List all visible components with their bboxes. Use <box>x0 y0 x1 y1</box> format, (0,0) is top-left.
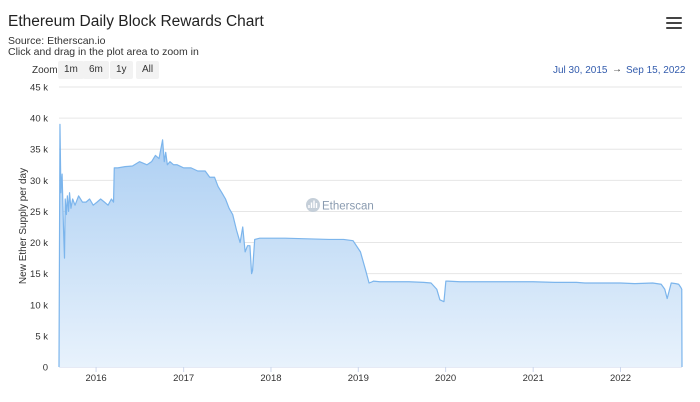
y-tick-label: 0 <box>43 363 48 374</box>
zoom-all-button[interactable]: All <box>136 61 160 79</box>
range-arrow: → <box>612 64 622 75</box>
menu-line <box>666 22 682 24</box>
x-tick-label: 2019 <box>348 373 369 384</box>
y-tick-label: 40 k <box>30 114 48 125</box>
series-group <box>58 123 683 368</box>
x-tick-label: 2018 <box>260 373 281 384</box>
y-tick-label: 35 k <box>30 145 48 156</box>
watermark-text: Etherscan <box>322 201 374 213</box>
zoom-1m-button[interactable]: 1m <box>58 61 84 79</box>
y-tick-label: 5 k <box>35 331 48 342</box>
x-tick-label: 2021 <box>523 373 544 384</box>
series-area-fill <box>59 124 682 367</box>
range-from-input[interactable]: Jul 30, 2015 <box>553 65 608 76</box>
y-axis-title: New Ether Supply per day <box>18 168 29 284</box>
zoom-hint: Click and drag in the plot area to zoom … <box>8 46 199 58</box>
y-axis-ticks: 0 5 k 10 k 15 k 20 k 25 k 30 k 35 k 40 k 45 k <box>30 83 48 374</box>
y-tick-label: 30 k <box>30 176 48 187</box>
series-line[interactable] <box>58 123 683 368</box>
y-tick-label: 25 k <box>30 207 48 218</box>
menu-line <box>666 27 682 29</box>
zoom-1y-button[interactable]: 1y <box>110 61 133 79</box>
y-tick-label: 45 k <box>30 83 48 94</box>
zoom-6m-button[interactable]: 6m <box>83 61 109 79</box>
range-to-input[interactable]: Sep 15, 2022 <box>626 65 686 76</box>
y-tick-label: 15 k <box>30 269 48 280</box>
watermark: Etherscan <box>306 198 374 213</box>
hamburger-menu-icon[interactable] <box>666 17 682 31</box>
x-tick-label: 2020 <box>435 373 456 384</box>
y-tick-label: 10 k <box>30 300 48 311</box>
chart-source: Source: Etherscan.io <box>8 35 106 47</box>
etherscan-logo-icon <box>306 198 320 212</box>
x-tick-label: 2022 <box>610 373 631 384</box>
etherscan-logo-bars <box>308 200 318 208</box>
chart-title: Ethereum Daily Block Rewards Chart <box>8 13 264 30</box>
y-tick-label: 20 k <box>30 238 48 249</box>
x-tick-label: 2017 <box>173 373 194 384</box>
x-axis-ticks: 2016 2017 2018 2019 2020 2021 2022 <box>86 367 631 384</box>
x-tick-label: 2016 <box>86 373 107 384</box>
menu-line <box>666 17 682 19</box>
zoom-label: Zoom <box>32 65 58 76</box>
